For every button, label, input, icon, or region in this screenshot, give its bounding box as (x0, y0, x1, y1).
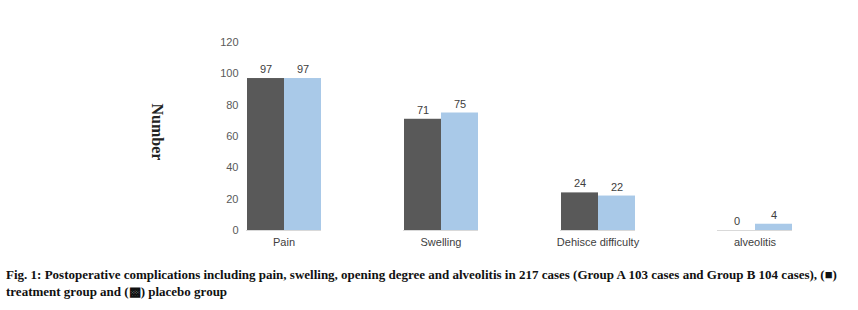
svg-text:22: 22 (611, 181, 623, 193)
svg-text:75: 75 (454, 98, 466, 110)
svg-text:80: 80 (226, 99, 238, 111)
svg-text:Pain: Pain (273, 236, 295, 248)
svg-text:4: 4 (771, 209, 777, 221)
svg-text:alveolitis: alveolitis (734, 236, 777, 248)
svg-text:97: 97 (297, 63, 309, 75)
svg-text:120: 120 (220, 36, 238, 48)
svg-text:40: 40 (226, 161, 238, 173)
svg-text:Dehisce difficulty: Dehisce difficulty (557, 236, 640, 248)
svg-text:100: 100 (220, 67, 238, 79)
html-text:Fig. 1: Postoperative complica: Fig. 1: Postoperative complications incl… (6, 267, 837, 299)
svg-text:20: 20 (226, 193, 238, 205)
svg-text:0: 0 (734, 215, 740, 227)
html-text:Number: Number (149, 103, 166, 161)
svg-text:Swelling: Swelling (421, 236, 462, 248)
svg-text:97: 97 (260, 63, 272, 75)
svg-text:24: 24 (574, 177, 586, 189)
svg-text:71: 71 (417, 104, 429, 116)
svg-text:0: 0 (232, 224, 238, 236)
svg-text:60: 60 (226, 130, 238, 142)
